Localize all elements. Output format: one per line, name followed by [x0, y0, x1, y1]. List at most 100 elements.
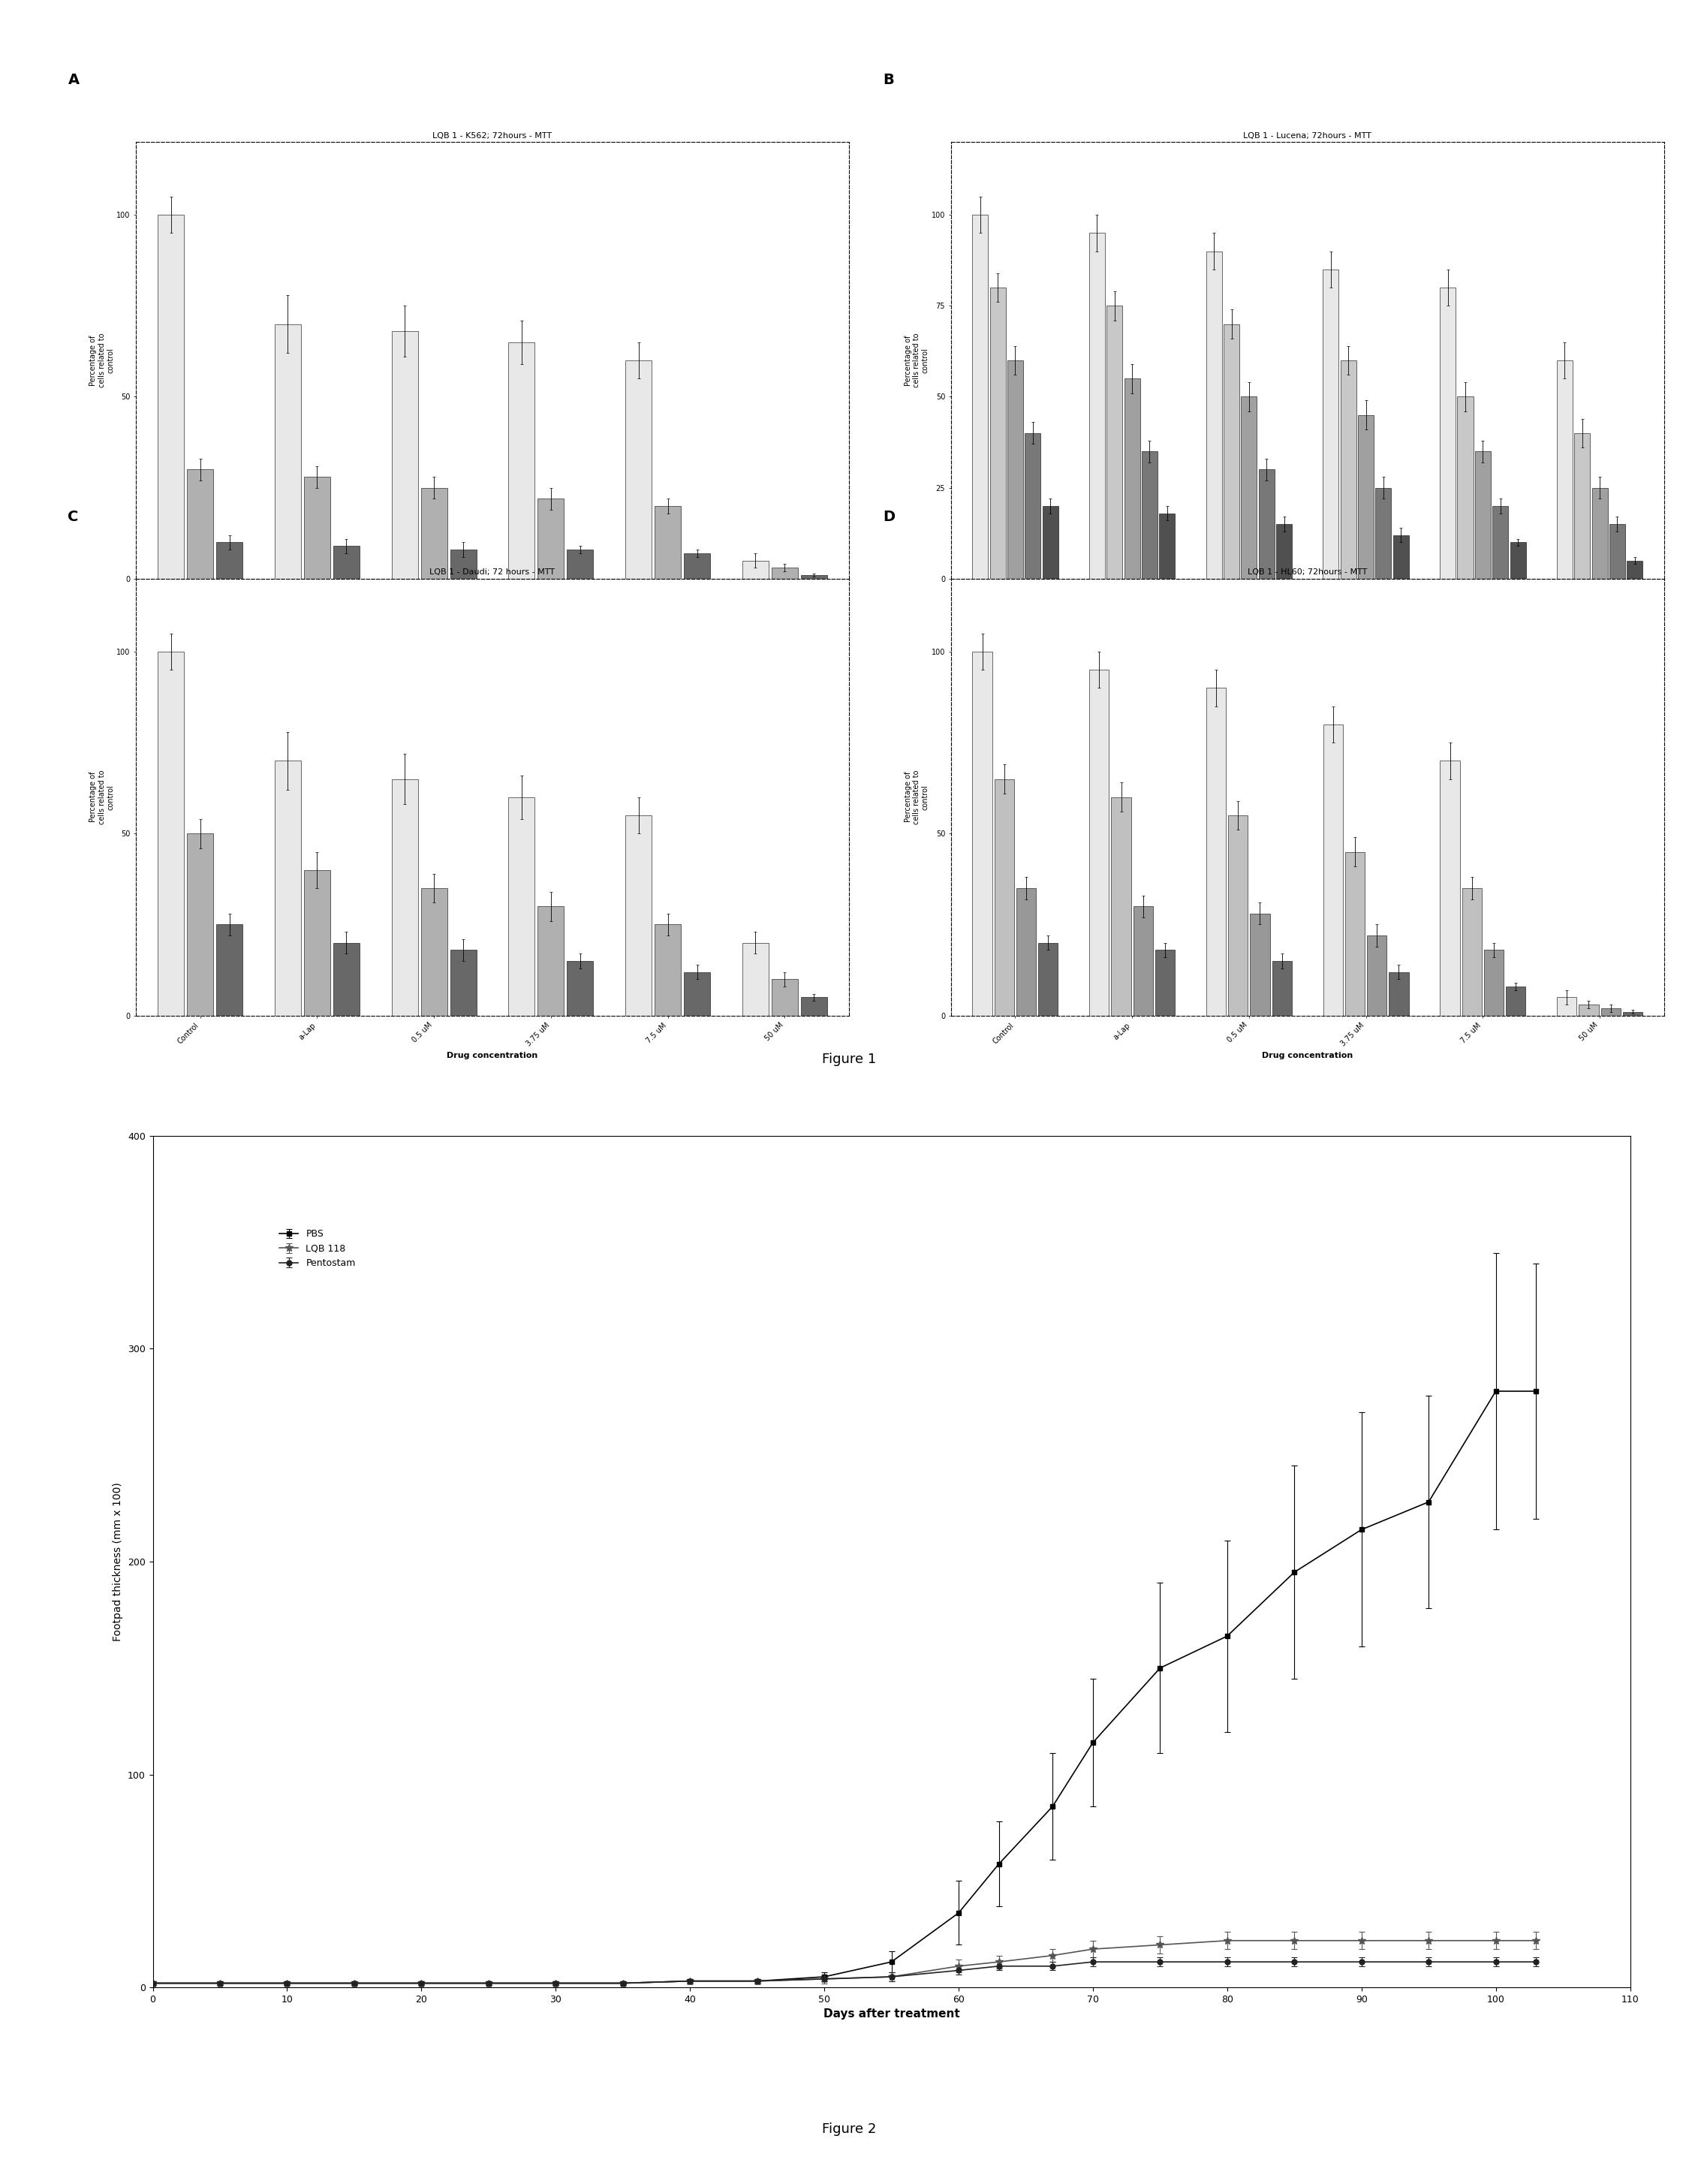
- Bar: [1510, 542, 1527, 579]
- Bar: [1506, 987, 1525, 1016]
- Bar: [655, 507, 681, 579]
- Bar: [1623, 1011, 1642, 1016]
- Bar: [1389, 972, 1409, 1016]
- Bar: [1206, 251, 1223, 579]
- Bar: [1250, 913, 1270, 1016]
- Bar: [1345, 852, 1365, 1016]
- Bar: [421, 889, 447, 1016]
- Bar: [801, 998, 827, 1016]
- Y-axis label: Percentage of
cells related to
control: Percentage of cells related to control: [905, 334, 929, 387]
- Bar: [450, 550, 477, 579]
- Bar: [508, 797, 535, 1016]
- Bar: [304, 476, 329, 579]
- Bar: [742, 943, 769, 1016]
- Bar: [995, 780, 1014, 1016]
- Bar: [1323, 269, 1338, 579]
- Bar: [421, 487, 447, 579]
- Bar: [1224, 323, 1240, 579]
- Bar: [684, 553, 710, 579]
- Bar: [801, 574, 827, 579]
- Y-axis label: Footpad thickness (mm x 100): Footpad thickness (mm x 100): [114, 1483, 124, 1640]
- Bar: [158, 214, 183, 579]
- Bar: [1277, 524, 1292, 579]
- Bar: [1574, 432, 1589, 579]
- Bar: [1133, 906, 1153, 1016]
- Bar: [1375, 487, 1391, 579]
- Text: C: C: [68, 509, 78, 524]
- Title: LQB 1 - K562; 72hours - MTT: LQB 1 - K562; 72hours - MTT: [433, 131, 552, 140]
- Bar: [625, 360, 652, 579]
- Text: B: B: [883, 72, 895, 87]
- Y-axis label: Percentage of
cells related to
control: Percentage of cells related to control: [90, 334, 114, 387]
- Bar: [655, 924, 681, 1016]
- X-axis label: Drug concentration: Drug concentration: [447, 616, 538, 622]
- Bar: [1627, 561, 1642, 579]
- Bar: [1484, 950, 1504, 1016]
- X-axis label: Drug concentration: Drug concentration: [447, 1053, 538, 1059]
- Bar: [973, 651, 992, 1016]
- Bar: [973, 214, 988, 579]
- Bar: [1462, 889, 1482, 1016]
- Bar: [1440, 288, 1455, 579]
- Bar: [1206, 688, 1226, 1016]
- Bar: [990, 288, 1005, 579]
- Bar: [1107, 306, 1122, 579]
- Y-axis label: Percentage of
cells related to
control: Percentage of cells related to control: [905, 771, 929, 823]
- Text: Figure 1: Figure 1: [822, 1053, 876, 1066]
- Y-axis label: Percentage of
cells related to
control: Percentage of cells related to control: [90, 771, 114, 823]
- Bar: [275, 760, 301, 1016]
- X-axis label: Drug concentration: Drug concentration: [1262, 1053, 1353, 1059]
- Bar: [1358, 415, 1374, 579]
- Bar: [1155, 950, 1175, 1016]
- Bar: [1367, 935, 1387, 1016]
- Bar: [1110, 797, 1131, 1016]
- Bar: [1493, 507, 1508, 579]
- Text: D: D: [883, 509, 895, 524]
- Bar: [187, 470, 214, 579]
- Bar: [1323, 725, 1343, 1016]
- Bar: [1228, 815, 1248, 1016]
- Bar: [1088, 234, 1105, 579]
- Bar: [392, 332, 418, 579]
- Bar: [216, 542, 243, 579]
- Bar: [1557, 360, 1572, 579]
- Bar: [1579, 1005, 1598, 1016]
- Bar: [1090, 670, 1109, 1016]
- Bar: [567, 550, 593, 579]
- Bar: [1043, 507, 1058, 579]
- Bar: [1557, 998, 1577, 1016]
- Bar: [1457, 397, 1474, 579]
- X-axis label: Drug concentration: Drug concentration: [1262, 616, 1353, 622]
- Bar: [1017, 889, 1036, 1016]
- Bar: [742, 561, 769, 579]
- Bar: [1440, 760, 1460, 1016]
- Bar: [333, 943, 360, 1016]
- Bar: [1476, 452, 1491, 579]
- Bar: [1026, 432, 1041, 579]
- Bar: [1340, 360, 1357, 579]
- Title: LQB 1 - Daudi; 72 hours - MTT: LQB 1 - Daudi; 72 hours - MTT: [430, 568, 555, 577]
- Bar: [333, 546, 360, 579]
- Text: A: A: [68, 72, 80, 87]
- Bar: [158, 651, 183, 1016]
- Bar: [216, 924, 243, 1016]
- Bar: [1037, 943, 1058, 1016]
- Bar: [1392, 535, 1409, 579]
- X-axis label: Days after treatment: Days after treatment: [824, 2009, 959, 2020]
- Bar: [771, 568, 798, 579]
- Bar: [508, 343, 535, 579]
- Title: LQB 1 - HL60; 72hours - MTT: LQB 1 - HL60; 72hours - MTT: [1248, 568, 1367, 577]
- Bar: [450, 950, 477, 1016]
- Bar: [625, 815, 652, 1016]
- Bar: [1610, 524, 1625, 579]
- Bar: [1258, 470, 1275, 579]
- Bar: [1124, 378, 1139, 579]
- Bar: [1272, 961, 1292, 1016]
- Bar: [538, 906, 564, 1016]
- Bar: [1007, 360, 1024, 579]
- Bar: [1241, 397, 1257, 579]
- Bar: [187, 834, 214, 1016]
- Bar: [1591, 487, 1608, 579]
- Bar: [275, 323, 301, 579]
- Legend: PBS, LQB 118, Pentostam: PBS, LQB 118, Pentostam: [275, 1225, 360, 1271]
